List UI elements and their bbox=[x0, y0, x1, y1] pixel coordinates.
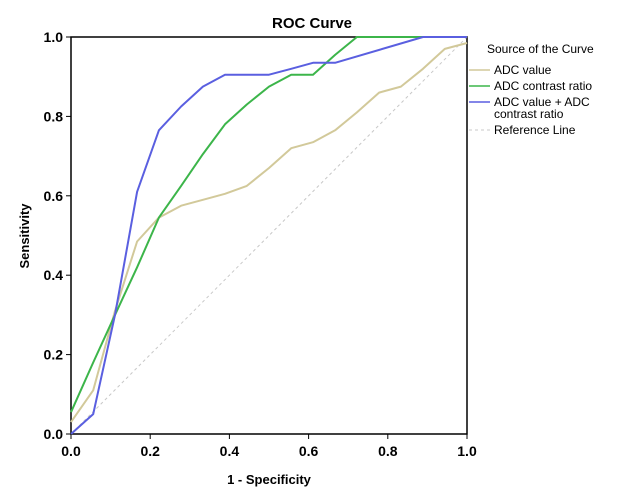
legend-label-combined: ADC value + ADC bbox=[494, 95, 590, 109]
x-tick-label: 0.6 bbox=[299, 443, 319, 459]
chart-title: ROC Curve bbox=[272, 15, 352, 32]
y-tick-label: 0.8 bbox=[44, 108, 64, 124]
y-tick-label: 1.0 bbox=[44, 29, 64, 45]
legend-label-adc-value: ADC value bbox=[494, 63, 552, 77]
series-line-combined bbox=[70, 36, 467, 435]
legend: Source of the Curve ADC value ADC contras… bbox=[469, 42, 594, 137]
y-tick-label: 0.4 bbox=[44, 267, 64, 283]
legend-title: Source of the Curve bbox=[487, 42, 594, 56]
y-axis-ticks: 0.0 0.2 0.4 0.6 0.8 1.0 bbox=[44, 29, 71, 442]
series-line-adc-value bbox=[70, 42, 468, 423]
x-tick-label: 0.4 bbox=[220, 443, 240, 459]
x-axis-label: 1 - Specificity bbox=[227, 472, 312, 487]
y-tick-label: 0.2 bbox=[44, 347, 64, 363]
x-tick-label: 1.0 bbox=[457, 443, 477, 459]
series-layer bbox=[70, 36, 468, 435]
plot-frame bbox=[70, 36, 468, 435]
plot-area: 0.0 0.2 0.4 0.6 0.8 1.0 0.0 0.2 0.4 0.6 0.8 1.0 bbox=[44, 29, 477, 459]
x-axis-ticks: 0.0 0.2 0.4 0.6 0.8 1.0 bbox=[61, 434, 477, 459]
y-tick-label: 0.6 bbox=[44, 188, 64, 204]
x-tick-label: 0.0 bbox=[61, 443, 81, 459]
legend-label-combined: contrast ratio bbox=[494, 107, 564, 121]
series-line-reference bbox=[70, 36, 468, 435]
x-tick-label: 0.2 bbox=[140, 443, 160, 459]
y-axis-label: Sensitivity bbox=[17, 203, 32, 269]
series-line-adc-contrast-ratio bbox=[70, 36, 467, 413]
y-tick-label: 0.0 bbox=[44, 426, 64, 442]
legend-label-reference: Reference Line bbox=[494, 123, 576, 137]
legend-label-adc-contrast-ratio: ADC contrast ratio bbox=[494, 79, 592, 93]
x-tick-label: 0.8 bbox=[378, 443, 398, 459]
